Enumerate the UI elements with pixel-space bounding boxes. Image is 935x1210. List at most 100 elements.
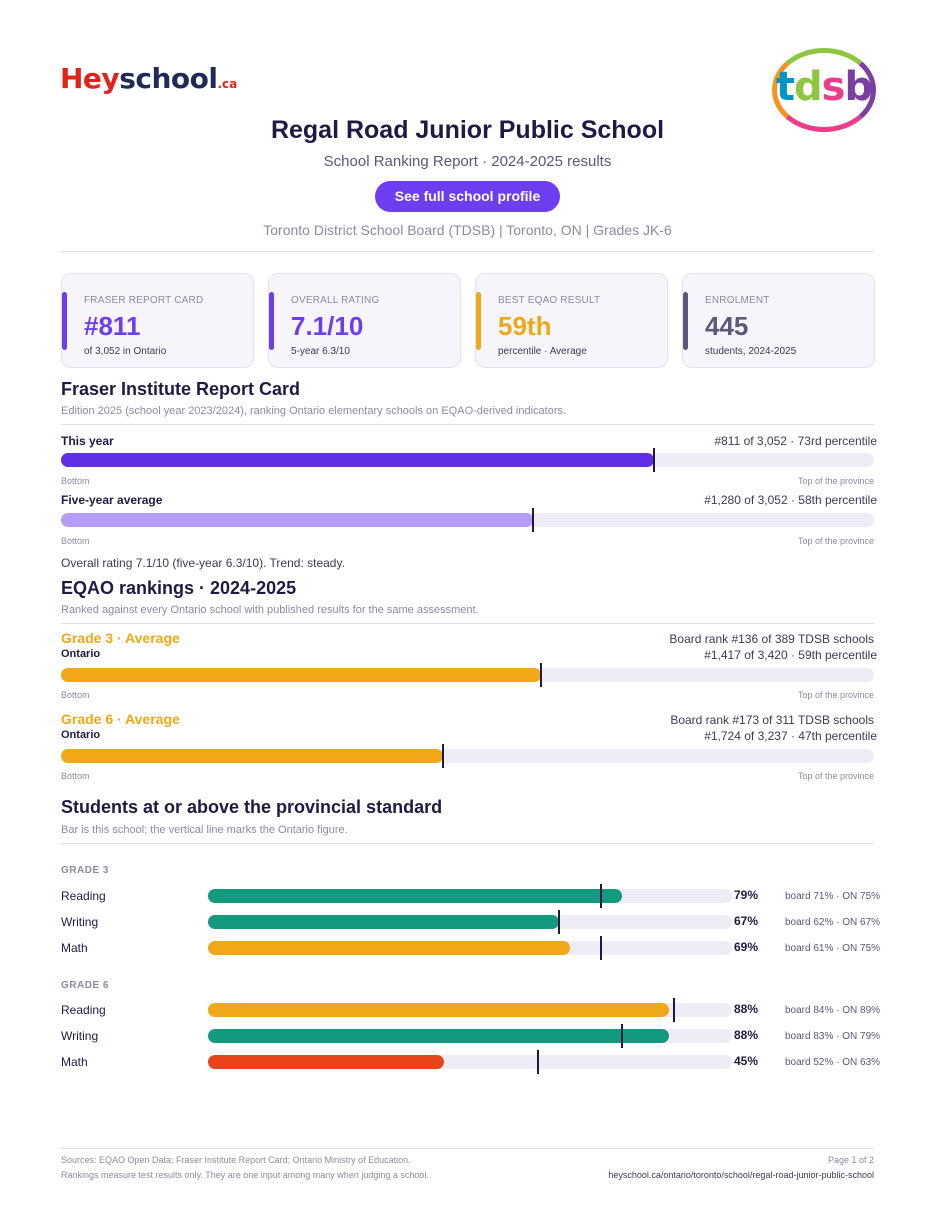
card-sub: students, 2024-2025 [705,346,797,357]
fraser-this-year-fill [61,453,655,467]
eqao-section-desc: Ranked against every Ontario school with… [61,604,479,616]
eqao-grade3-sub: Ontario [61,648,101,660]
page-title: Regal Road Junior Public School [270,116,665,144]
grade3-writing-fill [208,915,560,929]
grade3-math-ontario-marker [600,936,602,960]
fraser-this-year-label: This year [61,434,114,448]
card-sub: percentile · Average [498,346,587,357]
card-accent [62,292,67,350]
footer-url-link[interactable]: heyschool.ca/ontario/toronto/school/rega… [608,1170,874,1180]
grade6-math-compare: board 52% · ON 63% [785,1057,881,1068]
scale-bottom-label: Bottom [61,690,90,700]
scale-bottom-label: Bottom [61,476,90,486]
enrolment-card: ENROLMENT 445 students, 2024-2025 [682,273,875,368]
grade3-math-fill [208,941,570,955]
grade3-writing-label: Writing [61,915,99,929]
grade3-reading-track [208,884,732,908]
logo-school-text: school [119,62,218,95]
fraser-this-year-track [61,448,874,472]
tdsb-logo-ring [772,48,876,132]
grade6-writing-ontario-marker [620,1024,623,1048]
grade6-math-label: Math [61,1055,88,1069]
eqao-grade6-track [61,744,874,768]
fraser-five-year-track [61,508,874,532]
grade3-group-label: GRADE 3 [61,865,109,876]
scale-bottom-label: Bottom [61,771,90,781]
grade6-reading-fill [208,1003,670,1017]
fraser-report-card-card: FRASER REPORT CARD #811 of 3,052 in Onta… [61,273,254,368]
eqao-grade6-rank: #1,724 of 3,237 · 47th percentile [704,729,877,743]
grade6-writing-track [208,1024,732,1048]
page-subtitle: School Ranking Report · 2024-2025 result… [323,153,612,170]
fraser-section-title: Fraser Institute Report Card [61,379,301,399]
grade6-writing-pct: 88% [734,1028,759,1042]
standards-section-title: Students at or above the provincial stan… [61,797,443,817]
grade6-reading-label: Reading [61,1003,106,1017]
overall-rating-card: OVERALL RATING 7.1/10 5-year 6.3/10 [268,273,461,368]
eqao-grade3-rank: #1,417 of 3,420 · 59th percentile [704,648,877,662]
scale-top-label: Top of the province [797,536,874,546]
footer-sources: Sources: EQAO Open Data; Fraser Institut… [61,1155,411,1165]
tdsb-logo: tdsb [772,48,876,132]
grade3-math-track [208,936,732,960]
grade6-math-pct: 45% [734,1054,759,1068]
see-full-profile-button[interactable]: See full school profile [375,181,560,212]
scale-top-label: Top of the province [797,476,874,486]
grade3-math-label: Math [61,941,88,955]
card-accent [683,292,688,350]
footer-divider [61,1148,874,1149]
card-label: FRASER REPORT CARD [84,295,204,306]
eqao-grade6-board-rank: Board rank #173 of 311 TDSB schools [670,713,874,727]
grade3-writing-compare: board 62% · ON 67% [785,917,881,928]
grade6-reading-compare: board 84% · ON 89% [785,1005,881,1016]
card-sub: 5-year 6.3/10 [291,346,350,357]
card-label: BEST EQAO RESULT [498,295,601,306]
eqao-grade6-sub: Ontario [61,729,101,741]
scale-top-label: Top of the province [797,771,874,781]
card-value: 7.1/10 [291,311,364,341]
fraser-five-year-marker [531,508,534,532]
grade3-writing-track [208,910,732,934]
grade6-writing-compare: board 83% · ON 79% [785,1031,881,1042]
grade6-reading-track [208,998,732,1022]
scale-bottom-label: Bottom [61,536,90,546]
grade6-writing-fill [208,1029,670,1043]
fraser-section-desc: Edition 2025 (school year 2023/2024), ra… [61,405,567,417]
grade6-reading-pct: 88% [734,1002,759,1016]
eqao-grade6-marker [442,744,445,768]
eqao-grade6-head: Grade 6 · Average [61,711,180,727]
fraser-five-year-label: Five-year average [61,493,163,507]
logo-hey-text: Hey [60,62,120,95]
school-meta: Toronto District School Board (TDSB) | T… [263,222,672,238]
header-divider [61,251,874,252]
eqao-grade3-marker [539,663,542,687]
fraser-this-year-rank: #811 of 3,052 · 73rd percentile [714,434,877,448]
grade3-reading-compare: board 71% · ON 75% [785,891,881,902]
grade3-math-compare: board 61% · ON 75% [785,943,881,954]
eqao-grade3-board-rank: Board rank #136 of 389 TDSB schools [669,632,874,646]
grade3-math-pct: 69% [734,940,759,954]
card-label: OVERALL RATING [291,295,380,306]
card-accent [476,292,481,350]
grade3-reading-fill [208,889,622,903]
grade6-group-label: GRADE 6 [61,980,109,991]
grade6-writing-label: Writing [61,1029,99,1043]
grade6-math-ontario-marker [537,1050,540,1074]
card-value: 59th [498,311,552,341]
grade3-reading-label: Reading [61,889,106,903]
standards-section-desc: Bar is this school; the vertical line ma… [61,824,348,836]
logo-ca-text: .ca [217,77,238,91]
footer-disclaimer: Rankings measure test results only. They… [61,1170,429,1180]
standards-divider [61,843,874,844]
footer-page-number: Page 1 of 2 [827,1155,874,1165]
tdsb-logo-text: tdsb [775,64,873,110]
eqao-divider [61,623,874,624]
fraser-five-year-rank: #1,280 of 3,052 · 58th percentile [704,493,877,507]
grade3-writing-ontario-marker [558,910,561,934]
eqao-grade3-fill [61,668,541,682]
card-label: ENROLMENT [705,295,770,306]
grade6-reading-ontario-marker [673,998,676,1022]
heyschool-logo: Heyschool.ca [60,62,237,95]
eqao-grade3-track [61,663,874,687]
eqao-grade6-fill [61,749,444,763]
